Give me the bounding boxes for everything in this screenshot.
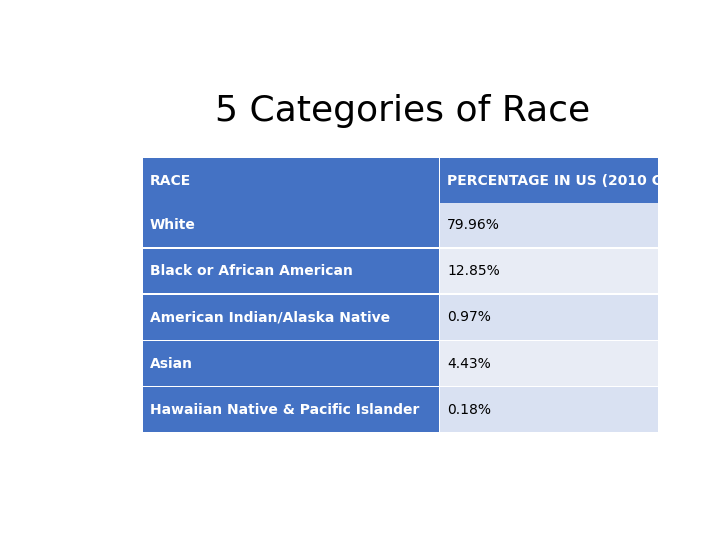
FancyBboxPatch shape [143, 388, 438, 432]
FancyBboxPatch shape [143, 249, 438, 293]
FancyBboxPatch shape [143, 341, 438, 386]
Text: 0.97%: 0.97% [447, 310, 491, 325]
Text: PERCENTAGE IN US (2010 Census): PERCENTAGE IN US (2010 Census) [447, 173, 714, 187]
FancyBboxPatch shape [441, 203, 658, 247]
FancyBboxPatch shape [143, 158, 438, 203]
Text: American Indian/Alaska Native: American Indian/Alaska Native [150, 310, 390, 325]
FancyBboxPatch shape [143, 203, 438, 247]
FancyBboxPatch shape [143, 295, 438, 340]
Text: Hawaiian Native & Pacific Islander: Hawaiian Native & Pacific Islander [150, 403, 419, 417]
FancyBboxPatch shape [441, 158, 658, 203]
Text: 12.85%: 12.85% [447, 264, 500, 278]
Text: Black or African American: Black or African American [150, 264, 353, 278]
Text: 5 Categories of Race: 5 Categories of Race [215, 94, 590, 128]
Text: White: White [150, 218, 196, 232]
Text: 4.43%: 4.43% [447, 356, 491, 370]
FancyBboxPatch shape [441, 341, 658, 386]
Text: Asian: Asian [150, 356, 193, 370]
FancyBboxPatch shape [441, 249, 658, 293]
Text: 0.18%: 0.18% [447, 403, 491, 417]
FancyBboxPatch shape [441, 388, 658, 432]
FancyBboxPatch shape [441, 295, 658, 340]
Text: 79.96%: 79.96% [447, 218, 500, 232]
Text: RACE: RACE [150, 173, 191, 187]
